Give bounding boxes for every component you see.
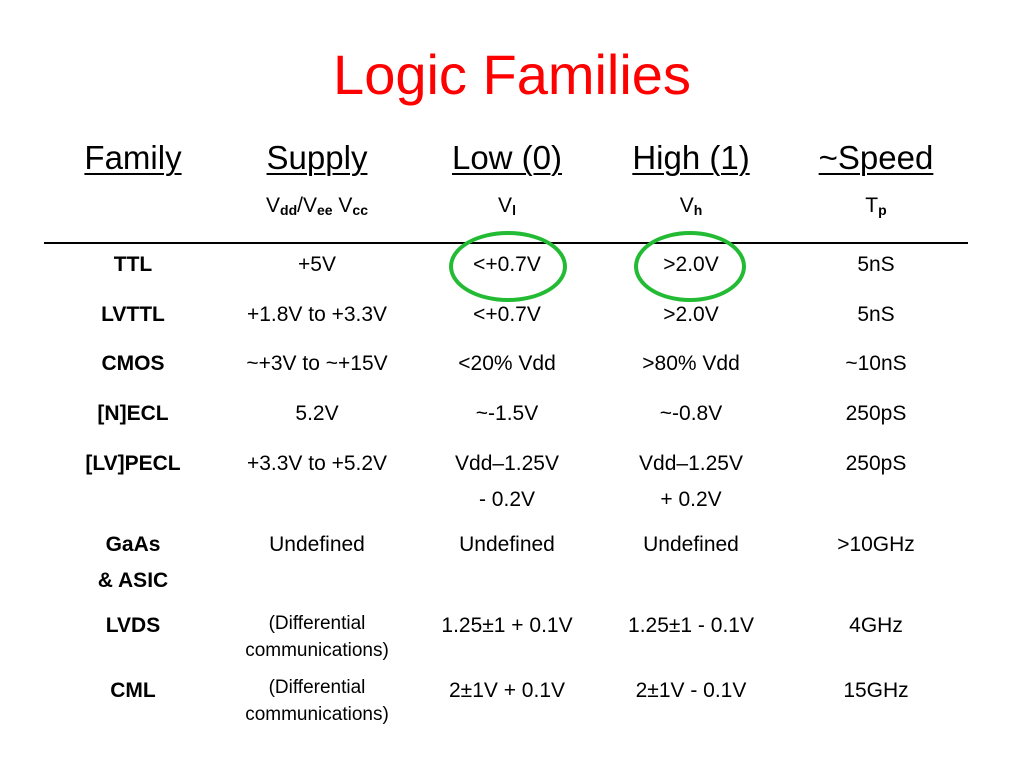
symbol-supply: Vdd/Vee Vcc [266, 194, 368, 218]
cell-supply-lvds-line2: communications) [245, 640, 389, 661]
cell-high-lvttl: >2.0V [663, 303, 719, 326]
cell-family-cml: CML [110, 679, 156, 702]
cell-speed-cmos: ~10nS [845, 352, 907, 375]
highlight-circle-high-ttl [634, 231, 746, 302]
page-title: Logic Families [333, 43, 691, 106]
cell-low-lvds: 1.25±1 + 0.1V [441, 614, 573, 637]
cell-speed-lvds: 4GHz [849, 614, 903, 637]
cell-high-necl: ~-0.8V [659, 402, 723, 425]
cell-supply-cml-line2: communications) [245, 704, 389, 725]
cell-low-lvttl: <+0.7V [473, 303, 541, 326]
cell-high-lvds: 1.25±1 - 0.1V [628, 614, 754, 637]
cell-low-lvpecl: Vdd–1.25V [455, 452, 559, 475]
cell-low-cml: 2±1V + 0.1V [448, 679, 566, 702]
header-speed: ~Speed [818, 139, 934, 176]
symbol-low: Vl [498, 194, 516, 218]
cell-high-cmos: >80% Vdd [642, 352, 740, 375]
cell-supply-lvttl: +1.8V to +3.3V [246, 303, 388, 326]
highlight-circle-low-ttl [449, 231, 567, 302]
cell-supply-lvpecl: +3.3V to +5.2V [246, 452, 388, 475]
cell-speed-lvttl: 5nS [857, 303, 895, 326]
header-low: Low (0) [451, 139, 563, 176]
cell-speed-cml: 15GHz [843, 679, 909, 702]
cell-family-gaas: GaAs [105, 533, 161, 556]
cell-family-cmos: CMOS [101, 352, 165, 375]
cell-supply-cml: (Differential [268, 677, 366, 698]
cell-supply-lvds: (Differential [268, 613, 366, 634]
cell-family-necl: [N]ECL [97, 402, 169, 425]
cell-low-necl: ~-1.5V [475, 402, 539, 425]
cell-supply-ttl: +5V [298, 253, 336, 276]
cell-family-lvpecl: [LV]PECL [85, 452, 181, 475]
cell-family-lvds: LVDS [105, 614, 161, 637]
cell-high-cml: 2±1V - 0.1V [635, 679, 747, 702]
cell-low-lvpecl-line2: - 0.2V [478, 488, 536, 511]
cell-family-gaas-line2: & ASIC [97, 569, 169, 592]
cell-high-lvpecl-line2: + 0.2V [660, 488, 722, 511]
cell-family-lvttl: LVTTL [101, 303, 165, 326]
cell-high-lvpecl: Vdd–1.25V [639, 452, 743, 475]
symbol-speed: Tp [865, 194, 887, 218]
cell-low-cmos: <20% Vdd [458, 352, 556, 375]
cell-speed-ttl: 5nS [857, 253, 895, 276]
cell-high-gaas: Undefined [643, 533, 739, 556]
cell-speed-necl: 250pS [845, 402, 907, 425]
cell-family-ttl: TTL [113, 253, 153, 276]
cell-low-gaas: Undefined [459, 533, 555, 556]
cell-speed-lvpecl: 250pS [845, 452, 907, 475]
cell-speed-gaas: >10GHz [837, 533, 915, 556]
header-family: Family [84, 139, 182, 176]
header-supply: Supply [266, 139, 368, 176]
symbol-high: Vh [679, 194, 703, 218]
cell-supply-necl: 5.2V [295, 402, 339, 425]
header-high: High (1) [632, 139, 750, 176]
cell-supply-gaas: Undefined [269, 533, 365, 556]
cell-supply-cmos: ~+3V to ~+15V [246, 352, 388, 375]
